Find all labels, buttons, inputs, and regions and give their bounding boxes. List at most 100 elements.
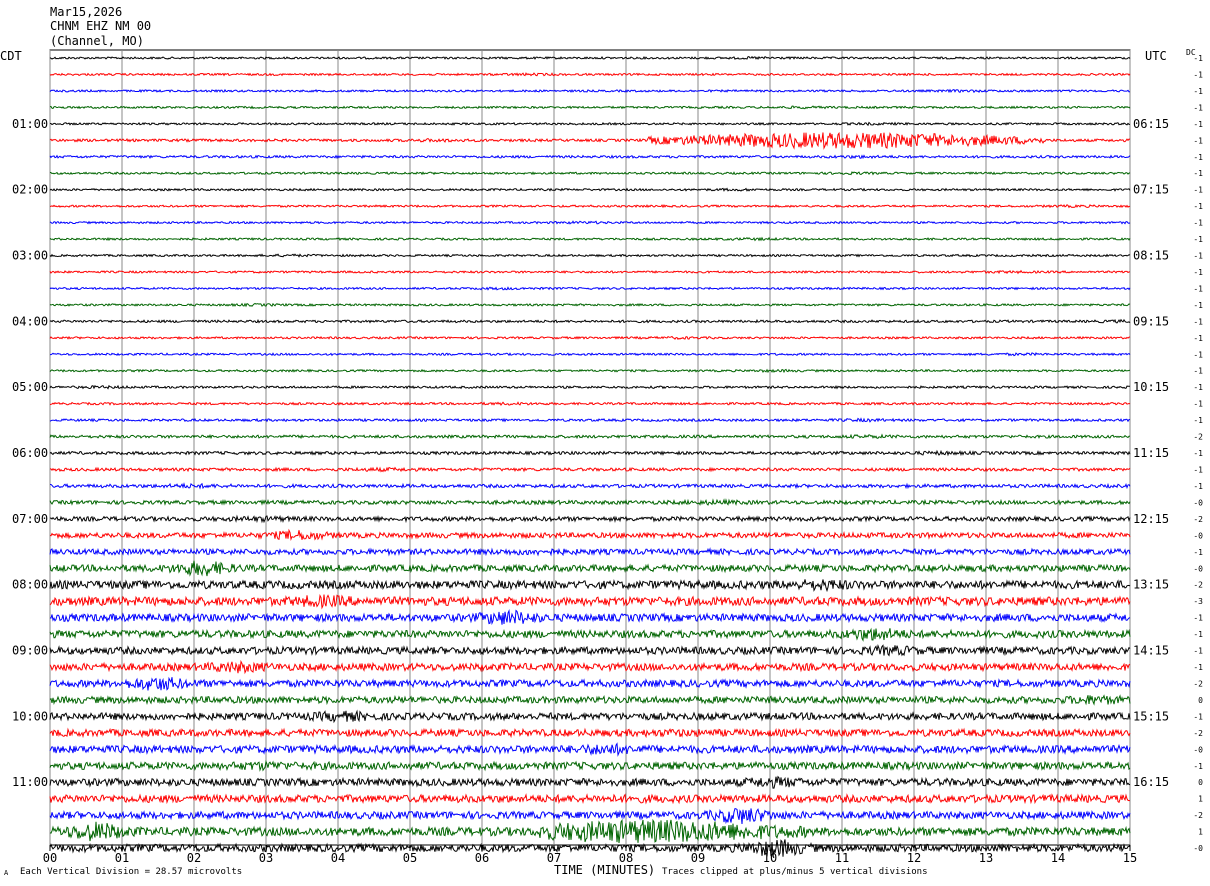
trace-line	[49, 593, 1131, 610]
trace-line	[49, 187, 1131, 192]
dc-offset-label: -1	[1193, 120, 1203, 129]
trace-line	[49, 417, 1131, 423]
local-hour-label: 08:00	[12, 578, 48, 592]
x-tick-label: 03	[259, 851, 273, 865]
dc-offset-label: -1	[1193, 136, 1203, 145]
local-hour-label: 04:00	[12, 314, 48, 328]
trace-line	[49, 72, 1131, 77]
utc-hour-label: 08:15	[1133, 249, 1169, 263]
trace-line	[49, 579, 1131, 593]
dc-offset-label: -2	[1193, 433, 1203, 442]
x-tick-label: 15	[1123, 851, 1137, 865]
footer-mark: A	[4, 869, 9, 877]
local-hour-label: 02:00	[12, 183, 48, 197]
trace-line	[49, 466, 1131, 473]
trace-line	[49, 433, 1131, 440]
dc-offset-label: -2	[1193, 679, 1203, 688]
dc-offset-label: 0	[1198, 778, 1203, 787]
x-axis-label: TIME (MINUTES)	[554, 863, 656, 877]
trace-line	[49, 528, 1131, 541]
trace-line	[49, 627, 1131, 642]
trace-line	[49, 171, 1131, 176]
dc-offset-label: -1	[1193, 367, 1203, 376]
trace-line	[49, 401, 1131, 406]
dc-offset-label: -3	[1193, 597, 1203, 606]
trace-line	[49, 154, 1131, 160]
dc-offset-label: -1	[1193, 186, 1203, 195]
trace-line	[49, 204, 1131, 209]
x-tick-label: 08	[619, 851, 633, 865]
dc-offset-label: -1	[1193, 400, 1203, 409]
dc-offset-label: -1	[1193, 301, 1203, 310]
station-code: CHNM EHZ NM 00	[50, 19, 152, 33]
trace-line	[50, 482, 1131, 490]
trace-line	[49, 286, 1131, 291]
minute-gridlines	[49, 49, 1131, 851]
trace-line	[49, 727, 1131, 739]
utc-timezone-label: UTC	[1145, 49, 1167, 63]
utc-hour-label: 07:15	[1133, 183, 1169, 197]
local-hour-label: 01:00	[12, 117, 48, 131]
dc-offset-label: -1	[1193, 334, 1203, 343]
dc-offset-label: -1	[1193, 762, 1203, 771]
clip-note: Traces clipped at plus/minus 5 vertical …	[662, 867, 928, 877]
utc-hour-label: 06:15	[1133, 117, 1169, 131]
trace-line	[49, 220, 1131, 225]
dc-offset-label: -1	[1193, 103, 1203, 112]
trace-line	[49, 449, 1131, 457]
dc-offset-label: -1	[1193, 153, 1203, 162]
dc-offset-label: -1	[1193, 712, 1203, 721]
dc-offset-label: -1	[1193, 482, 1203, 491]
dc-offset-label: -1	[1193, 630, 1203, 639]
utc-hour-label: 09:15	[1133, 314, 1169, 328]
dc-offset-label: -1	[1193, 383, 1203, 392]
trace-line	[49, 793, 1130, 805]
dc-offset-label: -2	[1193, 811, 1203, 820]
seismic-traces	[49, 55, 1131, 857]
x-tick-label: 00	[43, 851, 57, 865]
dc-offset-label: -2	[1193, 729, 1203, 738]
trace-line	[49, 55, 1131, 61]
local-hour-label: 09:00	[12, 644, 48, 658]
x-tick-label: 06	[475, 851, 489, 865]
local-hour-label: 07:00	[12, 512, 48, 526]
trace-line	[50, 352, 1131, 357]
trace-line	[49, 818, 1131, 843]
trace-line	[49, 759, 1131, 772]
dc-offset-label: -1	[1193, 548, 1203, 557]
trace-line	[49, 839, 1131, 857]
dc-offset-label: -1	[1193, 647, 1203, 656]
dc-offset-label: -1	[1193, 350, 1203, 359]
scale-note: Each Vertical Division = 28.57 microvolt…	[20, 867, 243, 877]
trace-line	[49, 498, 1131, 507]
dc-offset-label: -1	[1193, 54, 1203, 63]
dc-offset-label: -1	[1193, 466, 1203, 475]
trace-line	[49, 105, 1131, 110]
dc-offset-label: -1	[1193, 235, 1203, 244]
trace-line	[49, 335, 1131, 340]
local-timezone-label: CDT	[0, 49, 22, 63]
dc-offset-label: -1	[1193, 268, 1203, 277]
utc-hour-label: 16:15	[1133, 775, 1169, 789]
dc-offset-label: -1	[1193, 169, 1203, 178]
utc-hour-label: 11:15	[1133, 446, 1169, 460]
x-tick-label: 04	[331, 851, 345, 865]
trace-line	[49, 384, 1131, 390]
utc-hour-label: 15:15	[1133, 709, 1169, 723]
trace-line	[49, 808, 1131, 825]
record-date: Mar15,2026	[50, 5, 123, 19]
trace-line	[49, 514, 1131, 524]
dc-offset-label: -1	[1193, 70, 1203, 79]
dc-offset-label: -1	[1193, 663, 1203, 672]
trace-line	[49, 609, 1131, 626]
x-tick-label: 10	[763, 851, 777, 865]
utc-hour-label: 12:15	[1133, 512, 1169, 526]
x-tick-label: 13	[979, 851, 993, 865]
dc-offset-label: -1	[1193, 449, 1203, 458]
trace-line	[49, 742, 1131, 757]
dc-offset-label: -1	[1193, 416, 1203, 425]
utc-hour-label: 13:15	[1133, 578, 1169, 592]
dc-offset-label: -0	[1193, 531, 1203, 540]
trace-line	[49, 318, 1131, 324]
